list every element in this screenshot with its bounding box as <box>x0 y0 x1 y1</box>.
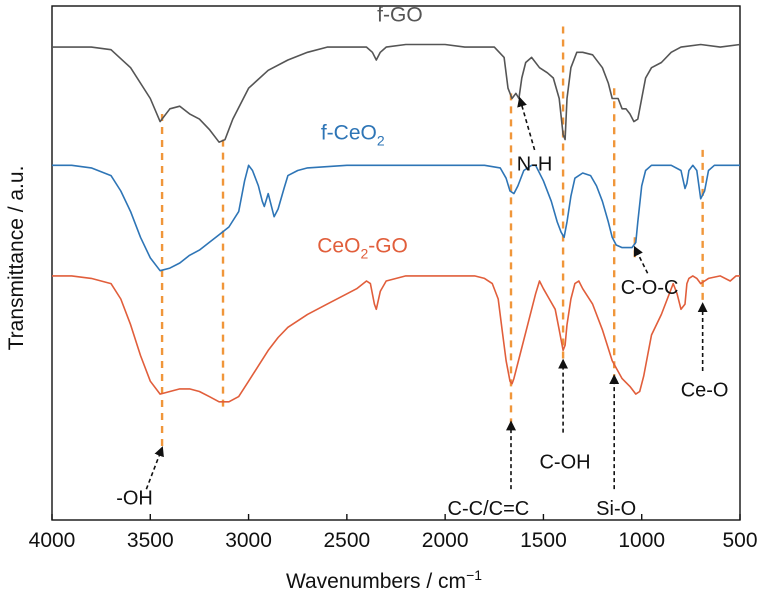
x-axis-title: Wavenumbers / cm−1 <box>286 567 482 593</box>
x-tick-label: 1500 <box>520 529 567 552</box>
annotation-label: -OH <box>116 488 153 510</box>
x-tick-label: 4000 <box>29 529 76 552</box>
series-line-f-go <box>52 43 741 143</box>
annotation-arrow <box>145 446 164 490</box>
y-axis-title: Transmittance / a.u. <box>5 166 28 351</box>
x-tick-label: 3500 <box>127 529 174 552</box>
series-lines <box>52 43 741 403</box>
annotation-arrow <box>633 245 649 274</box>
annotation-label: Si-O <box>596 498 636 520</box>
series-line-ceo2-go <box>52 275 740 403</box>
series-label: f-CeO2 <box>321 122 385 149</box>
annotation-label: Ce-O <box>681 380 729 402</box>
x-tick-label: 2000 <box>422 529 469 552</box>
vertical-markers <box>160 26 704 449</box>
series-label: f-GO <box>377 3 423 26</box>
series-labels: f-GO f-CeO2 CeO2-GO <box>317 3 422 261</box>
x-tick-label: 1000 <box>618 529 665 552</box>
plot-frame <box>51 5 741 521</box>
x-axis-ticks: 4000 3500 3000 2500 2000 1500 1000 500 <box>29 514 758 552</box>
annotation-label: C-C/C=C <box>448 498 530 520</box>
x-tick-label: 3000 <box>225 529 272 552</box>
annotation-label: C-O-C <box>621 277 679 299</box>
peak-annotations: -OH N-H C-C/C=C C-OH Si-O C-O-C Ce-O <box>116 96 729 520</box>
annotation-arrow <box>517 96 536 151</box>
annotation-label: N-H <box>517 153 553 175</box>
series-label: CeO2-GO <box>317 235 408 262</box>
x-tick-label: 500 <box>722 529 757 552</box>
annotation-label: C-OH <box>539 452 590 474</box>
series-line-f-ceo2 <box>52 164 740 272</box>
x-tick-label: 2500 <box>323 529 370 552</box>
